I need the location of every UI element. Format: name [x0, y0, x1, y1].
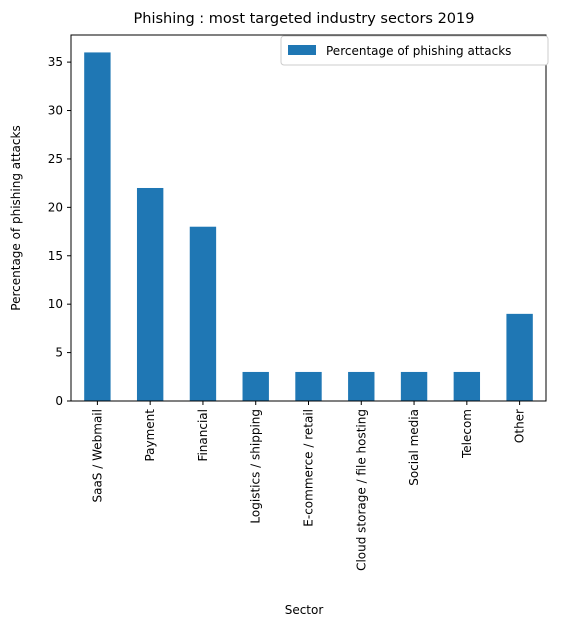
y-tick-label: 20 [48, 200, 63, 214]
x-tick-label: Social media [407, 409, 421, 486]
bar-social-media [400, 371, 428, 401]
bar-cloud-storage-file-hosting [348, 371, 375, 401]
y-tick-label: 0 [55, 394, 63, 408]
bar-telecom [453, 371, 481, 401]
legend-frame [280, 35, 549, 66]
bar-other [506, 313, 533, 401]
x-tick-label: Payment [143, 409, 157, 462]
legend-swatch [288, 45, 316, 55]
bar-saas-webmail [84, 52, 111, 402]
chart-title: Phishing : most targeted industry sector… [134, 11, 475, 27]
x-tick-label: Logistics / shipping [249, 409, 263, 524]
legend-label: Percentage of phishing attacks [326, 44, 511, 58]
x-tick-label: E-commerce / retail [302, 409, 316, 527]
y-tick-label: 35 [48, 55, 63, 69]
bar-financial [189, 226, 217, 401]
y-tick-label: 25 [48, 152, 63, 166]
x-tick-label: SaaS / Webmail [90, 409, 104, 503]
y-tick-label: 30 [48, 104, 63, 118]
plot-area: 0 5 10 15 20 25 30 35 SaaS / Webmail Payment Finan… [48, 34, 547, 571]
x-tick-label: Telecom [460, 409, 474, 459]
y-tick-label: 15 [48, 249, 63, 263]
y-axis-label: Percentage of phishing attacks [9, 125, 23, 310]
bar-payment [136, 187, 164, 401]
bar-logistics-shipping [242, 371, 269, 401]
legend: Percentage of phishing attacks [280, 35, 549, 66]
bar-e-commerce-retail [295, 371, 322, 401]
x-axis-label: Sector [285, 603, 324, 617]
x-tick-label: Other [513, 409, 527, 443]
y-tick-label: 10 [48, 297, 63, 311]
y-tick-label: 5 [55, 346, 63, 360]
x-tick-label: Financial [196, 409, 210, 462]
x-tick-label: Cloud storage / file hosting [354, 409, 368, 571]
